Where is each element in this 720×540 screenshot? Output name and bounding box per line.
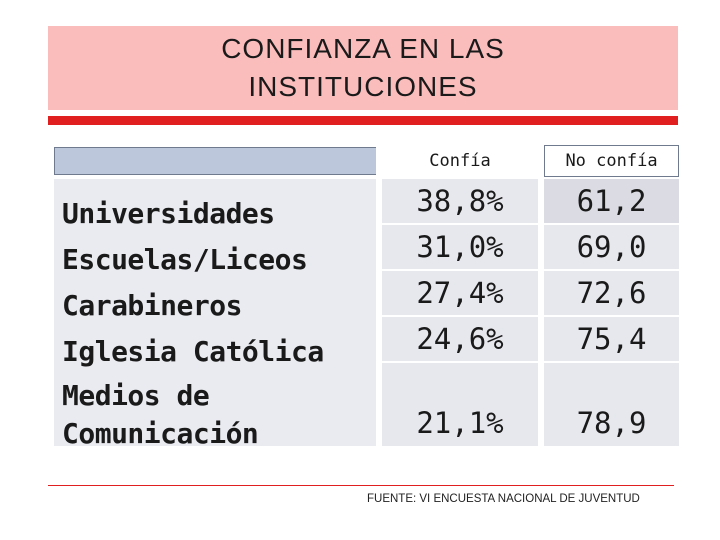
cell-confia-universidades: 38,8% xyxy=(382,179,538,223)
row-label-carabineros: Carabineros xyxy=(62,289,242,322)
cell-noconfia-universidades: 61,2 xyxy=(544,179,679,223)
cell-noconfia-iglesia: 75,4 xyxy=(544,317,679,361)
footer-divider xyxy=(48,485,674,486)
header-confia: Confía xyxy=(382,145,538,177)
page-title: CONFIANZA EN LAS INSTITUCIONES xyxy=(221,33,505,102)
title-divider xyxy=(48,116,678,125)
cell-confia-carabineros: 27,4% xyxy=(382,271,538,315)
cell-noconfia-escuelas: 69,0 xyxy=(544,225,679,269)
cell-confia-iglesia: 24,6% xyxy=(382,317,538,361)
row-label-medios: Medios de Comunicación xyxy=(62,379,259,450)
confidence-table: Confía No confía Universidades Escuelas/… xyxy=(54,145,679,450)
cell-confia-escuelas: 31,0% xyxy=(382,225,538,269)
cell-noconfia-medios: 78,9 xyxy=(544,363,679,446)
row-label-iglesia: Iglesia Católica xyxy=(62,335,324,368)
header-no-confia: No confía xyxy=(544,145,679,177)
row-label-universidades: Universidades xyxy=(62,197,275,230)
table-header-bar xyxy=(54,147,376,175)
cell-confia-medios: 21,1% xyxy=(382,363,538,446)
row-label-escuelas: Escuelas/Liceos xyxy=(62,243,308,276)
source-note: FUENTE: VI ENCUESTA NACIONAL DE JUVENTUD xyxy=(367,493,640,505)
cell-noconfia-carabineros: 72,6 xyxy=(544,271,679,315)
row-labels: Universidades Escuelas/Liceos Carabinero… xyxy=(54,179,376,450)
title-banner: CONFIANZA EN LAS INSTITUCIONES xyxy=(48,26,678,110)
